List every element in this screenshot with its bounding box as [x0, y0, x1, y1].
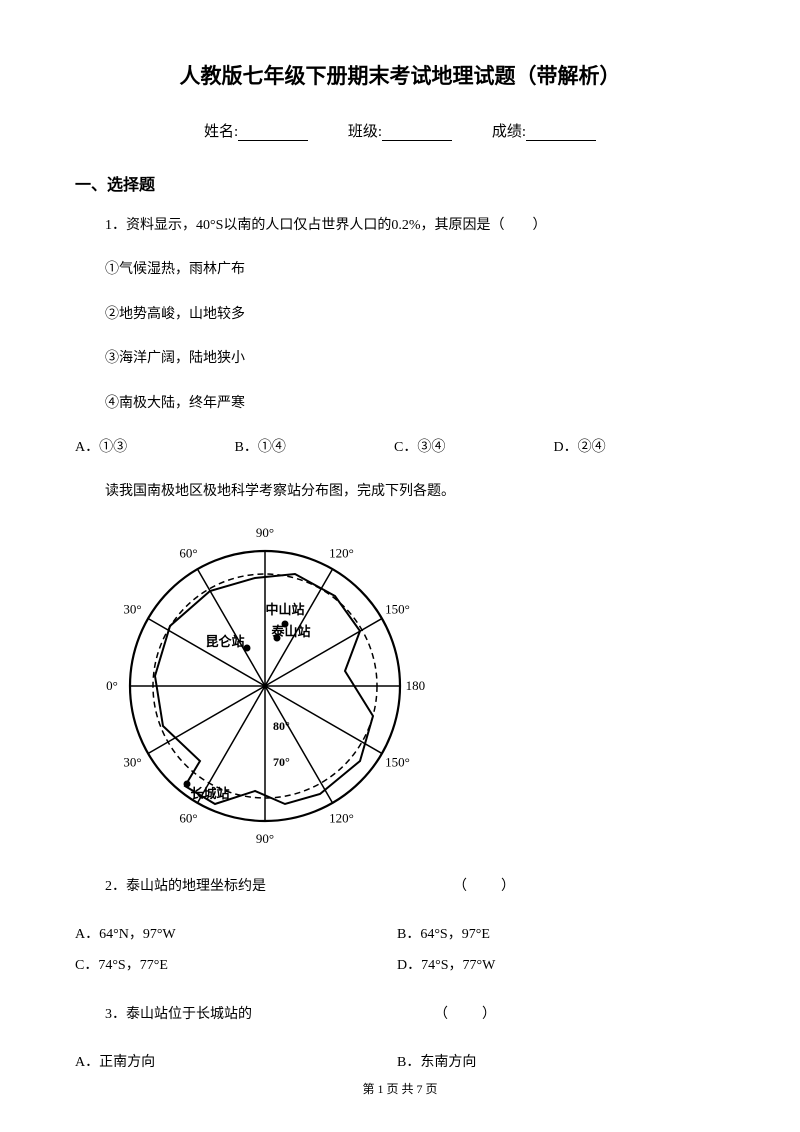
svg-text:90°: 90° [256, 831, 274, 846]
q2-text: 2．泰山站的地理坐标约是 [105, 879, 266, 894]
q1-item2: ②地势高峻，山地较多 [75, 304, 725, 326]
q1-item1: ①气候湿热，雨林广布 [75, 259, 725, 281]
svg-text:30°: 30° [123, 601, 141, 616]
page-title: 人教版七年级下册期末考试地理试题（带解析） [75, 60, 725, 90]
q1-optD: D．②④ [554, 437, 710, 459]
q1-options: A．①③ B．①④ C．③④ D．②④ [75, 437, 725, 459]
svg-text:60°: 60° [179, 545, 197, 560]
svg-text:0°: 0° [106, 678, 118, 693]
q1-optC: C．③④ [394, 437, 550, 459]
svg-text:90°: 90° [256, 526, 274, 540]
svg-text:120°: 120° [329, 545, 354, 560]
svg-text:60°: 60° [179, 810, 197, 825]
class-label: 班级: [348, 124, 382, 140]
q3-stem: 3．泰山站位于长城站的 （ ） [75, 1004, 725, 1026]
svg-text:昆仑站: 昆仑站 [205, 634, 244, 649]
svg-text:泰山站: 泰山站 [270, 624, 310, 639]
svg-text:30°: 30° [123, 754, 141, 769]
page-footer: 第 1 页 共 7 页 [0, 1080, 800, 1097]
q3-bracket: （ ） [434, 1007, 498, 1022]
section-1-header: 一、选择题 [75, 171, 725, 195]
q3-optB: B．东南方向 [397, 1048, 716, 1079]
q2-bracket: （ ） [453, 879, 517, 894]
svg-text:80°: 80° [273, 719, 290, 733]
q2-optB: B．64°S，97°E [397, 920, 716, 951]
q3-options: A．正南方向 B．东南方向 [75, 1048, 725, 1079]
score-label: 成绩: [492, 124, 526, 140]
q1-optB: B．①④ [235, 437, 391, 459]
svg-text:150°: 150° [385, 754, 410, 769]
q2-options: A．64°N，97°W B．64°S，97°E C．74°S，77°E D．74… [75, 920, 725, 982]
q2-optC: C．74°S，77°E [75, 951, 394, 982]
svg-text:中山站: 中山站 [265, 602, 304, 617]
svg-text:120°: 120° [329, 810, 354, 825]
student-info-row: 姓名: 班级: 成绩: [75, 120, 725, 141]
score-blank [526, 140, 596, 141]
q1-stem: 1．资料显示，40°S以南的人口仅占世界人口的0.2%，其原因是（ ） [75, 215, 725, 237]
q1-item3: ③海洋广阔，陆地狭小 [75, 348, 725, 370]
antarctica-diagram: 0° 30° 60° 90° 120° 150° 180° 150° 120° 90° 60° 30°… [105, 526, 725, 851]
q2-stem: 2．泰山站的地理坐标约是 （ ） [75, 876, 725, 898]
q1-item4: ④南极大陆，终年严寒 [75, 393, 725, 415]
svg-text:70°: 70° [273, 755, 290, 769]
name-label: 姓名: [204, 124, 238, 140]
q3-text: 3．泰山站位于长城站的 [105, 1007, 252, 1022]
q1-optA: A．①③ [75, 437, 231, 459]
q3-optA: A．正南方向 [75, 1048, 394, 1079]
svg-text:150°: 150° [385, 601, 410, 616]
q2-optA: A．64°N，97°W [75, 920, 394, 951]
svg-text:长城站: 长城站 [190, 786, 229, 801]
name-blank [238, 140, 308, 141]
class-blank [382, 140, 452, 141]
svg-text:180°: 180° [406, 678, 425, 693]
q2-optD: D．74°S，77°W [397, 951, 716, 982]
diagram-intro: 读我国南极地区极地科学考察站分布图，完成下列各题。 [75, 481, 725, 503]
